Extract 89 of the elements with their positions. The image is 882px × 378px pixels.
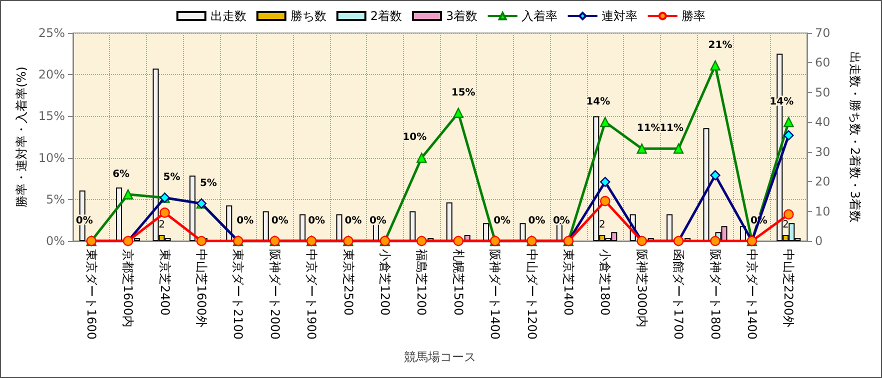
data-label: 11% [660,123,684,134]
data-label: 0% [552,215,570,226]
legend-label: 入着率 [522,9,558,23]
x-tick-label: 中京ダート1900 [304,249,319,340]
point [196,236,207,246]
data-label: 0% [344,215,362,226]
data-label: 6% [112,168,130,180]
point [636,144,647,154]
y2-tick-label: 0 [815,234,823,248]
legend-label: 3着数 [446,9,478,23]
bar [666,214,673,241]
legend-label: 連対率 [602,9,638,23]
point [416,152,427,163]
data-label: 2 [158,220,165,231]
x-tick-label: 小倉芝1800 [598,249,612,316]
y-tick-label: 15% [38,109,65,124]
x-tick-label: 小倉芝1200 [378,249,392,316]
y2-tick-label: 50 [815,85,830,100]
x-tick-label: 京都芝1600内 [121,249,136,328]
legend-label: 出走数 [210,9,246,23]
data-label: 5% [163,172,180,184]
x-tick-label: 東京芝1400 [561,249,576,316]
bar [300,214,306,241]
x-tick-label: 中山芝2200外 [782,249,796,328]
data-label: 5% [200,178,217,189]
data-label: 0% [236,215,254,226]
y-tick-label: 10% [38,150,65,165]
y2-tick-label: 20 [815,174,830,189]
data-label: 10% [402,132,427,144]
point [160,208,170,218]
y-tick-label: 0% [46,234,65,248]
data-label: 0% [494,215,511,226]
y2-axis-title: 出走数・勝ち数・2着数・3着数 [848,51,862,223]
bar [520,223,526,241]
data-label: 0% [308,215,326,226]
y-axis-title: 勝率・連対率・入着率(%) [14,66,28,208]
y-tick-label: 5% [46,192,65,206]
x-tick-label: 福島芝1200 [414,249,429,316]
bar [262,211,269,241]
bar [483,223,490,241]
y2-tick-label: 10 [815,204,830,218]
y2-tick-label: 70 [815,26,830,40]
point [710,236,720,246]
legend-label: 2着数 [370,9,402,23]
data-label: 0% [271,215,288,226]
y2-tick-label: 30 [815,144,830,159]
y2-tick-label: 60 [815,56,830,70]
bar [336,214,342,241]
x-tick-label: 阪神ダート1800 [708,249,722,340]
x-tick-label: 阪神ダート1400 [488,249,502,340]
x-tick-label: 東京ダート1600 [84,249,98,340]
x-tick-label: 阪神芝3000内 [634,249,649,328]
y2-tick-label: 40 [815,115,830,130]
x-tick-label: 阪神ダート2000 [268,249,282,340]
y-tick-label: 20% [38,68,65,82]
bar [410,211,416,241]
x-tick-label: 東京芝2400 [158,249,172,316]
data-label: 21% [708,40,732,51]
data-label: 0% [528,215,546,226]
x-axis-title: 競馬場コース [404,350,476,364]
point [784,209,794,220]
legend-label: 勝率 [682,9,706,23]
x-tick-label: 東京ダート2100 [231,249,246,340]
point [122,189,134,200]
point [600,176,610,188]
y-tick-label: 25% [38,26,65,40]
point [784,130,794,140]
x-tick-label: 中京ダート1400 [744,249,759,340]
bar [446,202,452,241]
point [710,60,720,71]
x-tick-label: 中山ダート1200 [524,249,539,340]
point [600,196,610,206]
data-label: 2 [598,220,606,231]
x-tick-label: 中山芝1600外 [194,249,208,328]
data-label: 2 [782,220,789,231]
bar [116,188,122,241]
point [710,170,720,180]
point [453,108,464,118]
data-label: 11% [636,123,661,134]
x-tick-label: 東京芝2500 [341,249,356,316]
bar [703,128,710,241]
x-tick-label: 札幌芝1500 [451,249,466,316]
point [673,144,684,154]
data-label: 15% [451,87,476,98]
x-tick-label: 函館ダート1700 [672,249,686,340]
legend-label: 勝ち数 [290,9,326,23]
point [600,116,610,128]
data-label: 14% [586,96,610,108]
point [784,116,794,128]
